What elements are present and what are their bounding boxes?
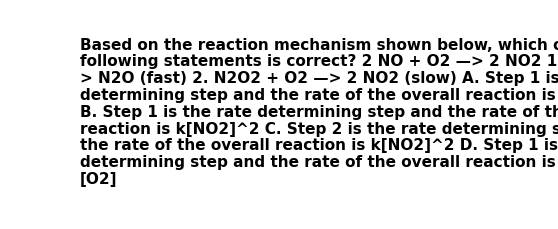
Text: [O2]: [O2] xyxy=(80,171,117,186)
Text: Based on the reaction mechanism shown below, which of the: Based on the reaction mechanism shown be… xyxy=(80,38,558,52)
Text: following statements is correct? 2 NO + O2 —> 2 NO2 1. 2 NO —: following statements is correct? 2 NO + … xyxy=(80,54,558,69)
Text: B. Step 1 is the rate determining step and the rate of the overall: B. Step 1 is the rate determining step a… xyxy=(80,104,558,119)
Text: reaction is k[NO2]^2 C. Step 2 is the rate determining step and: reaction is k[NO2]^2 C. Step 2 is the ra… xyxy=(80,121,558,136)
Text: determining step and the rate of the overall reaction is k[N2O2]: determining step and the rate of the ove… xyxy=(80,154,558,169)
Text: > N2O (fast) 2. N2O2 + O2 —> 2 NO2 (slow) A. Step 1 is the rate: > N2O (fast) 2. N2O2 + O2 —> 2 NO2 (slow… xyxy=(80,71,558,86)
Text: determining step and the rate of the overall reaction is k[N2O2]: determining step and the rate of the ove… xyxy=(80,87,558,103)
Text: the rate of the overall reaction is k[NO2]^2 D. Step 1 is the rate: the rate of the overall reaction is k[NO… xyxy=(80,138,558,153)
